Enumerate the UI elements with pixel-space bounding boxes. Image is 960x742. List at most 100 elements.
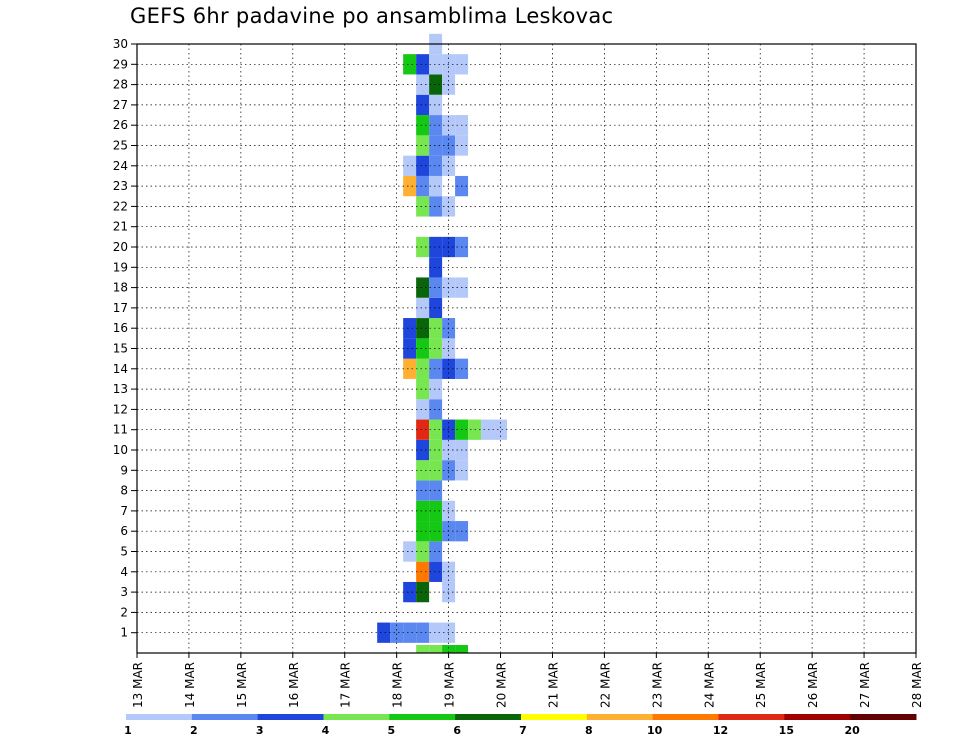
y-tick-label: 9: [120, 463, 128, 477]
y-tick-label: 14: [113, 362, 128, 376]
x-tick-label: 13 MAR: [131, 662, 145, 708]
y-tick-label: 21: [113, 220, 128, 234]
heatmap-cell: [403, 175, 417, 197]
colorbar-tick-label: 5: [388, 724, 396, 737]
y-tick-label: 25: [113, 139, 128, 153]
heatmap-cell: [429, 236, 443, 258]
heatmap-cell: [429, 561, 443, 582]
heatmap-cell: [429, 155, 443, 176]
heatmap-cell: [429, 297, 443, 319]
x-tick-label: 16 MAR: [287, 662, 301, 708]
heatmap-cell: [429, 94, 443, 116]
heatmap-cell: [429, 115, 443, 136]
y-tick-label: 22: [113, 199, 128, 213]
heatmap-cell: [429, 135, 443, 156]
y-tick-label: 8: [120, 484, 128, 498]
colorbar-tick-label: 2: [190, 724, 198, 737]
heatmap-cell: [494, 419, 508, 440]
x-tick-label: 17 MAR: [339, 662, 353, 708]
y-tick-label: 19: [113, 260, 128, 274]
heatmap-cell: [429, 622, 443, 643]
heatmap-cell: [416, 460, 430, 481]
y-tick-label: 4: [120, 565, 128, 579]
heatmap-cell: [416, 561, 430, 582]
y-axis-ticks: 1234567891011121314151617181920212223242…: [113, 37, 137, 640]
y-tick-label: 17: [113, 301, 128, 315]
colorbar-segment: [652, 714, 719, 720]
heatmap-cell: [416, 94, 430, 116]
x-tick-label: 15 MAR: [235, 662, 249, 708]
y-tick-label: 16: [113, 321, 128, 335]
y-tick-label: 30: [113, 37, 128, 51]
x-axis-ticks: 13 MAR 14 MAR 15 MAR 16 MAR 17 MAR 18 MAR 19 M…: [131, 653, 924, 708]
colorbar-segment: [126, 714, 193, 720]
heatmap-cell: [429, 480, 443, 501]
heatmap-cell: [403, 338, 417, 359]
x-tick-label: 22 MAR: [598, 662, 612, 708]
chart-title: GEFS 6hr padavine po ansamblima Leskovac: [130, 4, 614, 28]
heatmap-cell: [416, 645, 430, 653]
x-tick-label: 24 MAR: [702, 662, 716, 708]
heatmap-cell: [429, 645, 443, 653]
y-tick-label: 11: [113, 423, 128, 437]
heatmap-cell: [416, 358, 430, 379]
x-tick-label: 23 MAR: [650, 662, 664, 708]
x-tick-label: 18 MAR: [391, 662, 405, 708]
heatmap-cell: [416, 338, 430, 359]
colorbar-segment: [257, 714, 324, 720]
colorbar-tick-label: 1: [124, 724, 132, 737]
x-tick-label: 14 MAR: [183, 662, 197, 708]
heatmap-cell: [442, 645, 456, 653]
colorbar-tick-label: 6: [453, 724, 461, 737]
heatmap-cell: [416, 236, 430, 258]
heatmap-cell: [403, 155, 417, 176]
heatmap-cell: [416, 521, 430, 542]
heatmap-cell: [416, 135, 430, 156]
colorbar-tick-label: 8: [585, 724, 593, 737]
y-tick-label: 6: [120, 524, 128, 538]
y-tick-label: 3: [120, 585, 128, 599]
colorbar-segment: [586, 714, 654, 720]
colorbar-tick-label: 12: [713, 724, 728, 737]
colorbar-tick-label: 4: [322, 724, 330, 737]
heatmap-cell: [416, 277, 430, 298]
heatmap-cell: [403, 541, 417, 562]
heatmap-cell: [416, 54, 430, 75]
heatmap-cell: [429, 500, 443, 522]
heatmap-cell: [429, 54, 443, 75]
heatmap-cell: [390, 622, 404, 643]
heatmap-cell: [416, 439, 430, 461]
heatmap-cell: [429, 358, 443, 379]
x-tick-label: 20 MAR: [495, 662, 509, 708]
heatmap-cell: [416, 500, 430, 522]
heatmap-cell: [416, 318, 430, 339]
x-tick-label: 27 MAR: [858, 662, 872, 708]
heatmap-cell: [429, 378, 443, 400]
heatmap-cell: [416, 297, 430, 319]
y-tick-label: 5: [120, 545, 128, 559]
colorbar-segment: [389, 714, 456, 720]
y-tick-label: 10: [113, 443, 128, 457]
y-tick-label: 7: [120, 504, 128, 518]
y-tick-label: 12: [113, 402, 128, 416]
colorbar-segment: [521, 714, 588, 720]
heatmap-cell: [416, 74, 430, 95]
y-tick-label: 1: [120, 626, 128, 640]
heatmap-cell: [416, 541, 430, 562]
heatmap-cell: [416, 378, 430, 400]
y-tick-label: 26: [113, 118, 128, 132]
heatmap-cell: [481, 419, 495, 440]
heatmap-cell: [416, 581, 430, 603]
heatmap-cell: [429, 196, 443, 217]
y-tick-label: 2: [120, 605, 128, 619]
heatmap-cell: [429, 257, 443, 278]
heatmap-cell: [403, 622, 417, 643]
heatmap-cell: [429, 541, 443, 562]
colorbar-tick-label: 10: [647, 724, 663, 737]
y-tick-label: 18: [113, 281, 128, 295]
colorbar-segment: [323, 714, 390, 720]
colorbar-segment: [718, 714, 785, 720]
y-tick-label: 24: [113, 159, 128, 173]
heatmap-cell: [429, 338, 443, 359]
grid-lines: [137, 43, 916, 653]
